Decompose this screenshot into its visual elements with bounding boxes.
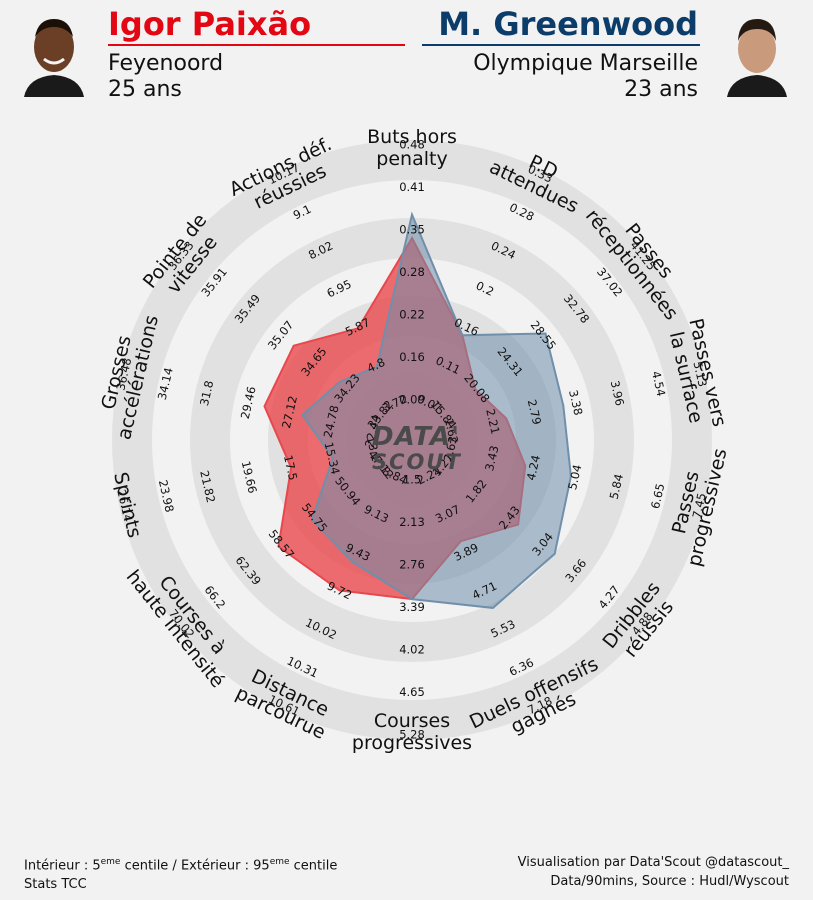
left-player-club: Feyenoord [108,51,224,76]
tick-label-7-6: 5.28 [399,728,425,742]
tick-label-0-2: 0.22 [399,307,425,321]
metric-label-line: Buts hors [367,126,457,148]
tick-label-4-3: 5.04 [565,463,584,491]
series-polygon-1 [301,211,572,609]
metric-label-0: Buts hors penalty [367,126,457,170]
tick-label-0-1: 0.16 [399,350,425,364]
metric-label-line: progressives [352,732,472,754]
footer-credit: Visualisation par Data'Scout @datascout_ [517,855,789,870]
tick-label-0-6: 0.48 [399,137,425,151]
metric-label-line: penalty [376,148,447,170]
tick-label-4-2: 4.24 [524,454,543,482]
footer-left: Intérieur : 5eme centile / Extérieur : 9… [24,853,337,894]
tick-label-7-4: 4.02 [399,643,425,657]
right-player-underline [422,44,700,46]
tick-label-4-5: 6.65 [648,482,667,510]
tick-label-7-0: 1.5 [403,473,421,487]
tick-label-0-3: 0.28 [399,265,425,279]
logo-line2: SCOUT [372,450,462,474]
footer-right: Visualisation par Data'Scout @datascout_… [518,853,789,891]
tick-label-10-0: 13.1 [364,435,383,463]
tick-label-3-4: 3.96 [608,379,627,407]
tick-label-0-4: 0.35 [399,222,425,236]
tick-label-7-2: 2.76 [399,558,425,572]
tick-label-4-1: 3.43 [482,444,501,472]
tick-label-7-3: 3.39 [399,600,425,614]
tick-label-4-4: 5.84 [607,473,626,501]
tick-label-0-5: 0.41 [399,180,425,194]
tick-label-3-1: 2.21 [483,407,502,435]
datascout-logo: DATA' SCOUT [372,422,462,474]
tick-label-0-0: 0.09 [399,393,425,407]
footer-stats-note: Stats TCC [24,877,87,893]
left-player-avatar [22,11,86,97]
footer-percentile-note: Intérieur : 5eme centile / Extérieur : 9… [24,857,338,874]
right-player-avatar [725,11,789,97]
right-player-club: Olympique Marseille [473,51,698,76]
tick-label-3-0: 1.62 [442,417,461,445]
metric-label-line: Courses [374,710,450,732]
metric-label-7: Courses progressives [352,710,472,754]
tick-label-10-2: 17.5 [281,454,300,482]
tick-label-3-6: 5.13 [690,360,709,388]
tick-label-4-0: 2.63 [441,435,460,463]
footer-source: Data/90mins, Source : Hudl/Wyscout [550,874,789,889]
logo-line1: DATA' [372,422,461,452]
tick-label-3-3: 3.38 [566,389,585,417]
right-player-age: 23 ans [624,77,698,102]
right-player-name: M. Greenwood [438,5,698,43]
tick-label-3-2: 2.79 [525,398,544,426]
left-player-age: 25 ans [108,77,182,102]
tick-label-7-1: 2.13 [399,515,425,529]
left-player-name: Igor Paixão [108,5,312,43]
tick-label-11-4: 31.8 [197,379,216,407]
tick-label-3-5: 4.54 [649,370,668,398]
tick-label-7-5: 4.65 [399,685,425,699]
left-player-underline [108,44,405,46]
tick-label-4-6: 7.45 [689,492,708,520]
